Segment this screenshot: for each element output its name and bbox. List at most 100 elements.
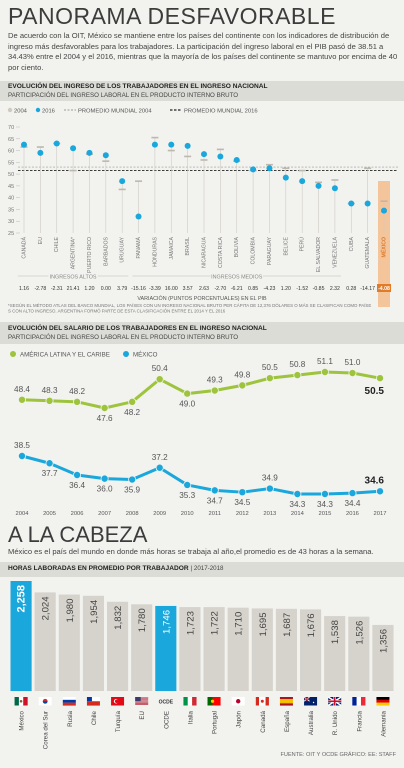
- chile-flag: [86, 697, 100, 706]
- point-2016: [315, 182, 322, 189]
- la-value-label: 48.3: [42, 386, 58, 395]
- mx-value-label: 36.4: [69, 481, 85, 490]
- variation-value: 0.85: [248, 286, 258, 292]
- la-point: [45, 396, 54, 405]
- point-2016: [53, 140, 60, 147]
- category-label: ARGENTINA*: [71, 237, 77, 269]
- variation-value: 0.28: [346, 286, 356, 292]
- bar: [324, 616, 346, 691]
- bar-value: 1,526: [354, 621, 365, 645]
- bar: [251, 608, 273, 691]
- country-label: Chile: [91, 710, 98, 725]
- source-footer: FUENTE: OIT Y OCDE GRÁFICO: EE: STAFF: [280, 752, 396, 758]
- y-tick-label: 40: [8, 196, 14, 202]
- group-label: INGRESOS MEDIOS: [211, 275, 263, 281]
- y-tick-label: 35: [8, 207, 14, 213]
- section1-title: EVOLUCIÓN DEL INGRESO DE LOS TRABAJADORE…: [8, 83, 268, 90]
- mx-point: [375, 487, 384, 496]
- year-label: 2008: [126, 511, 139, 517]
- bar: [300, 609, 322, 691]
- bar-value: 1,538: [330, 620, 341, 644]
- mexico-variation-bg: [377, 284, 391, 292]
- point-2016: [135, 213, 142, 220]
- point-2016: [102, 152, 109, 159]
- category-label: PARAGUAY: [267, 236, 273, 265]
- la-value-label: 50.8: [289, 360, 305, 369]
- mexico-flag: [14, 697, 28, 706]
- section1-header: EVOLUCIÓN DEL INGRESO DE LOS TRABAJADORE…: [0, 81, 404, 101]
- la-value-label: 51.1: [317, 357, 333, 366]
- point-2016: [233, 156, 240, 163]
- category-label: COSTA RICA: [218, 236, 224, 268]
- year-label: 2007: [98, 511, 111, 517]
- la-point: [375, 374, 384, 383]
- mx-point: [183, 480, 192, 489]
- category-label: BELICE: [283, 236, 289, 255]
- legend-world2004-label: PROMEDIO MUNDIAL 2004: [78, 109, 152, 115]
- point-2016: [37, 149, 44, 156]
- point-2016: [299, 178, 306, 185]
- mx-point: [210, 486, 219, 495]
- category-label: HONDURAS: [152, 236, 158, 266]
- legend-mx-label: MÉXICO: [133, 352, 158, 359]
- country-label: España: [284, 710, 291, 732]
- bar-value: 1,722: [210, 611, 221, 635]
- legend-la-label: AMÉRICA LATINA Y EL CARIBE: [20, 352, 110, 359]
- point-2016: [168, 141, 175, 148]
- mx-value-label: 35.3: [179, 491, 195, 500]
- svg-text:OCDE: OCDE: [159, 699, 174, 705]
- year-label: 2011: [209, 511, 221, 517]
- mx-point: [100, 474, 109, 483]
- mexico-highlight: [378, 181, 390, 307]
- la-point: [210, 386, 219, 395]
- bar-value: 1,710: [234, 612, 245, 636]
- category-label: GUATEMALA: [365, 236, 371, 268]
- la-point: [183, 389, 192, 398]
- turkey-flag: [111, 697, 125, 706]
- group-label-bg: [210, 273, 263, 280]
- mx-value-label: 34.3: [289, 500, 305, 509]
- hours-chart-title: HORAS LABORADAS EN PROMEDIO POR TRABAJAD…: [8, 565, 189, 572]
- page-title: PANORAMA DESFAVORABLE: [8, 3, 336, 29]
- category-label: CHILE: [54, 236, 60, 252]
- wage-share-line-chart: AMÉRICA LATINA Y EL CARIBE MÉXICO 48.4 48.3…: [10, 351, 387, 517]
- y-tick-label: 30: [8, 219, 14, 225]
- point-2016: [151, 141, 158, 148]
- mx-value-label: 37.2: [152, 453, 168, 462]
- y-tick-label: 45: [8, 184, 14, 190]
- variation-caption: VARIACIÓN (PUNTOS PORCENTUALES) EN EL PI…: [137, 295, 267, 302]
- bar: [348, 616, 370, 691]
- bar: [107, 601, 129, 691]
- variation-value: -4.08: [378, 286, 390, 292]
- canada-flag: [255, 697, 269, 706]
- country-label: Turquía: [115, 710, 122, 732]
- mx-value-label: 34.6: [365, 475, 385, 486]
- country-label: R. Unido: [332, 710, 339, 735]
- variation-value: 3.79: [117, 286, 127, 292]
- variation-value: 1.20: [281, 286, 291, 292]
- category-label: CANADÁ: [21, 236, 28, 258]
- country-label: México: [19, 710, 26, 730]
- mx-value-label: 34.9: [262, 474, 278, 483]
- y-tick-label: 25: [8, 231, 14, 237]
- mx-point: [128, 475, 137, 484]
- group-label: INGRESOS ALTOS: [50, 275, 97, 281]
- country-label: Francia: [356, 710, 363, 731]
- variation-value: -2.70: [214, 286, 226, 292]
- variation-value: -3.39: [149, 286, 161, 292]
- la-point: [17, 395, 26, 404]
- bar-value: 1,980: [65, 599, 76, 623]
- portugal-flag: [207, 697, 221, 706]
- australia-flag: [303, 696, 318, 706]
- bar-value: 1,676: [306, 613, 317, 637]
- legend-2004-marker: [7, 107, 13, 113]
- hours-bar-chart: 2,258 México 2,024 Corea del Sur 1,980 Rusia 1…: [10, 581, 394, 749]
- bar: [82, 595, 104, 691]
- country-label: Portugal: [212, 711, 219, 734]
- bar-value: 2,024: [41, 596, 52, 621]
- mx-point: [238, 488, 247, 497]
- year-label: 2017: [374, 511, 387, 517]
- mx-value-label: 34.4: [344, 499, 360, 508]
- country-label: Italia: [187, 710, 194, 724]
- la-value-label: 49.8: [234, 370, 250, 379]
